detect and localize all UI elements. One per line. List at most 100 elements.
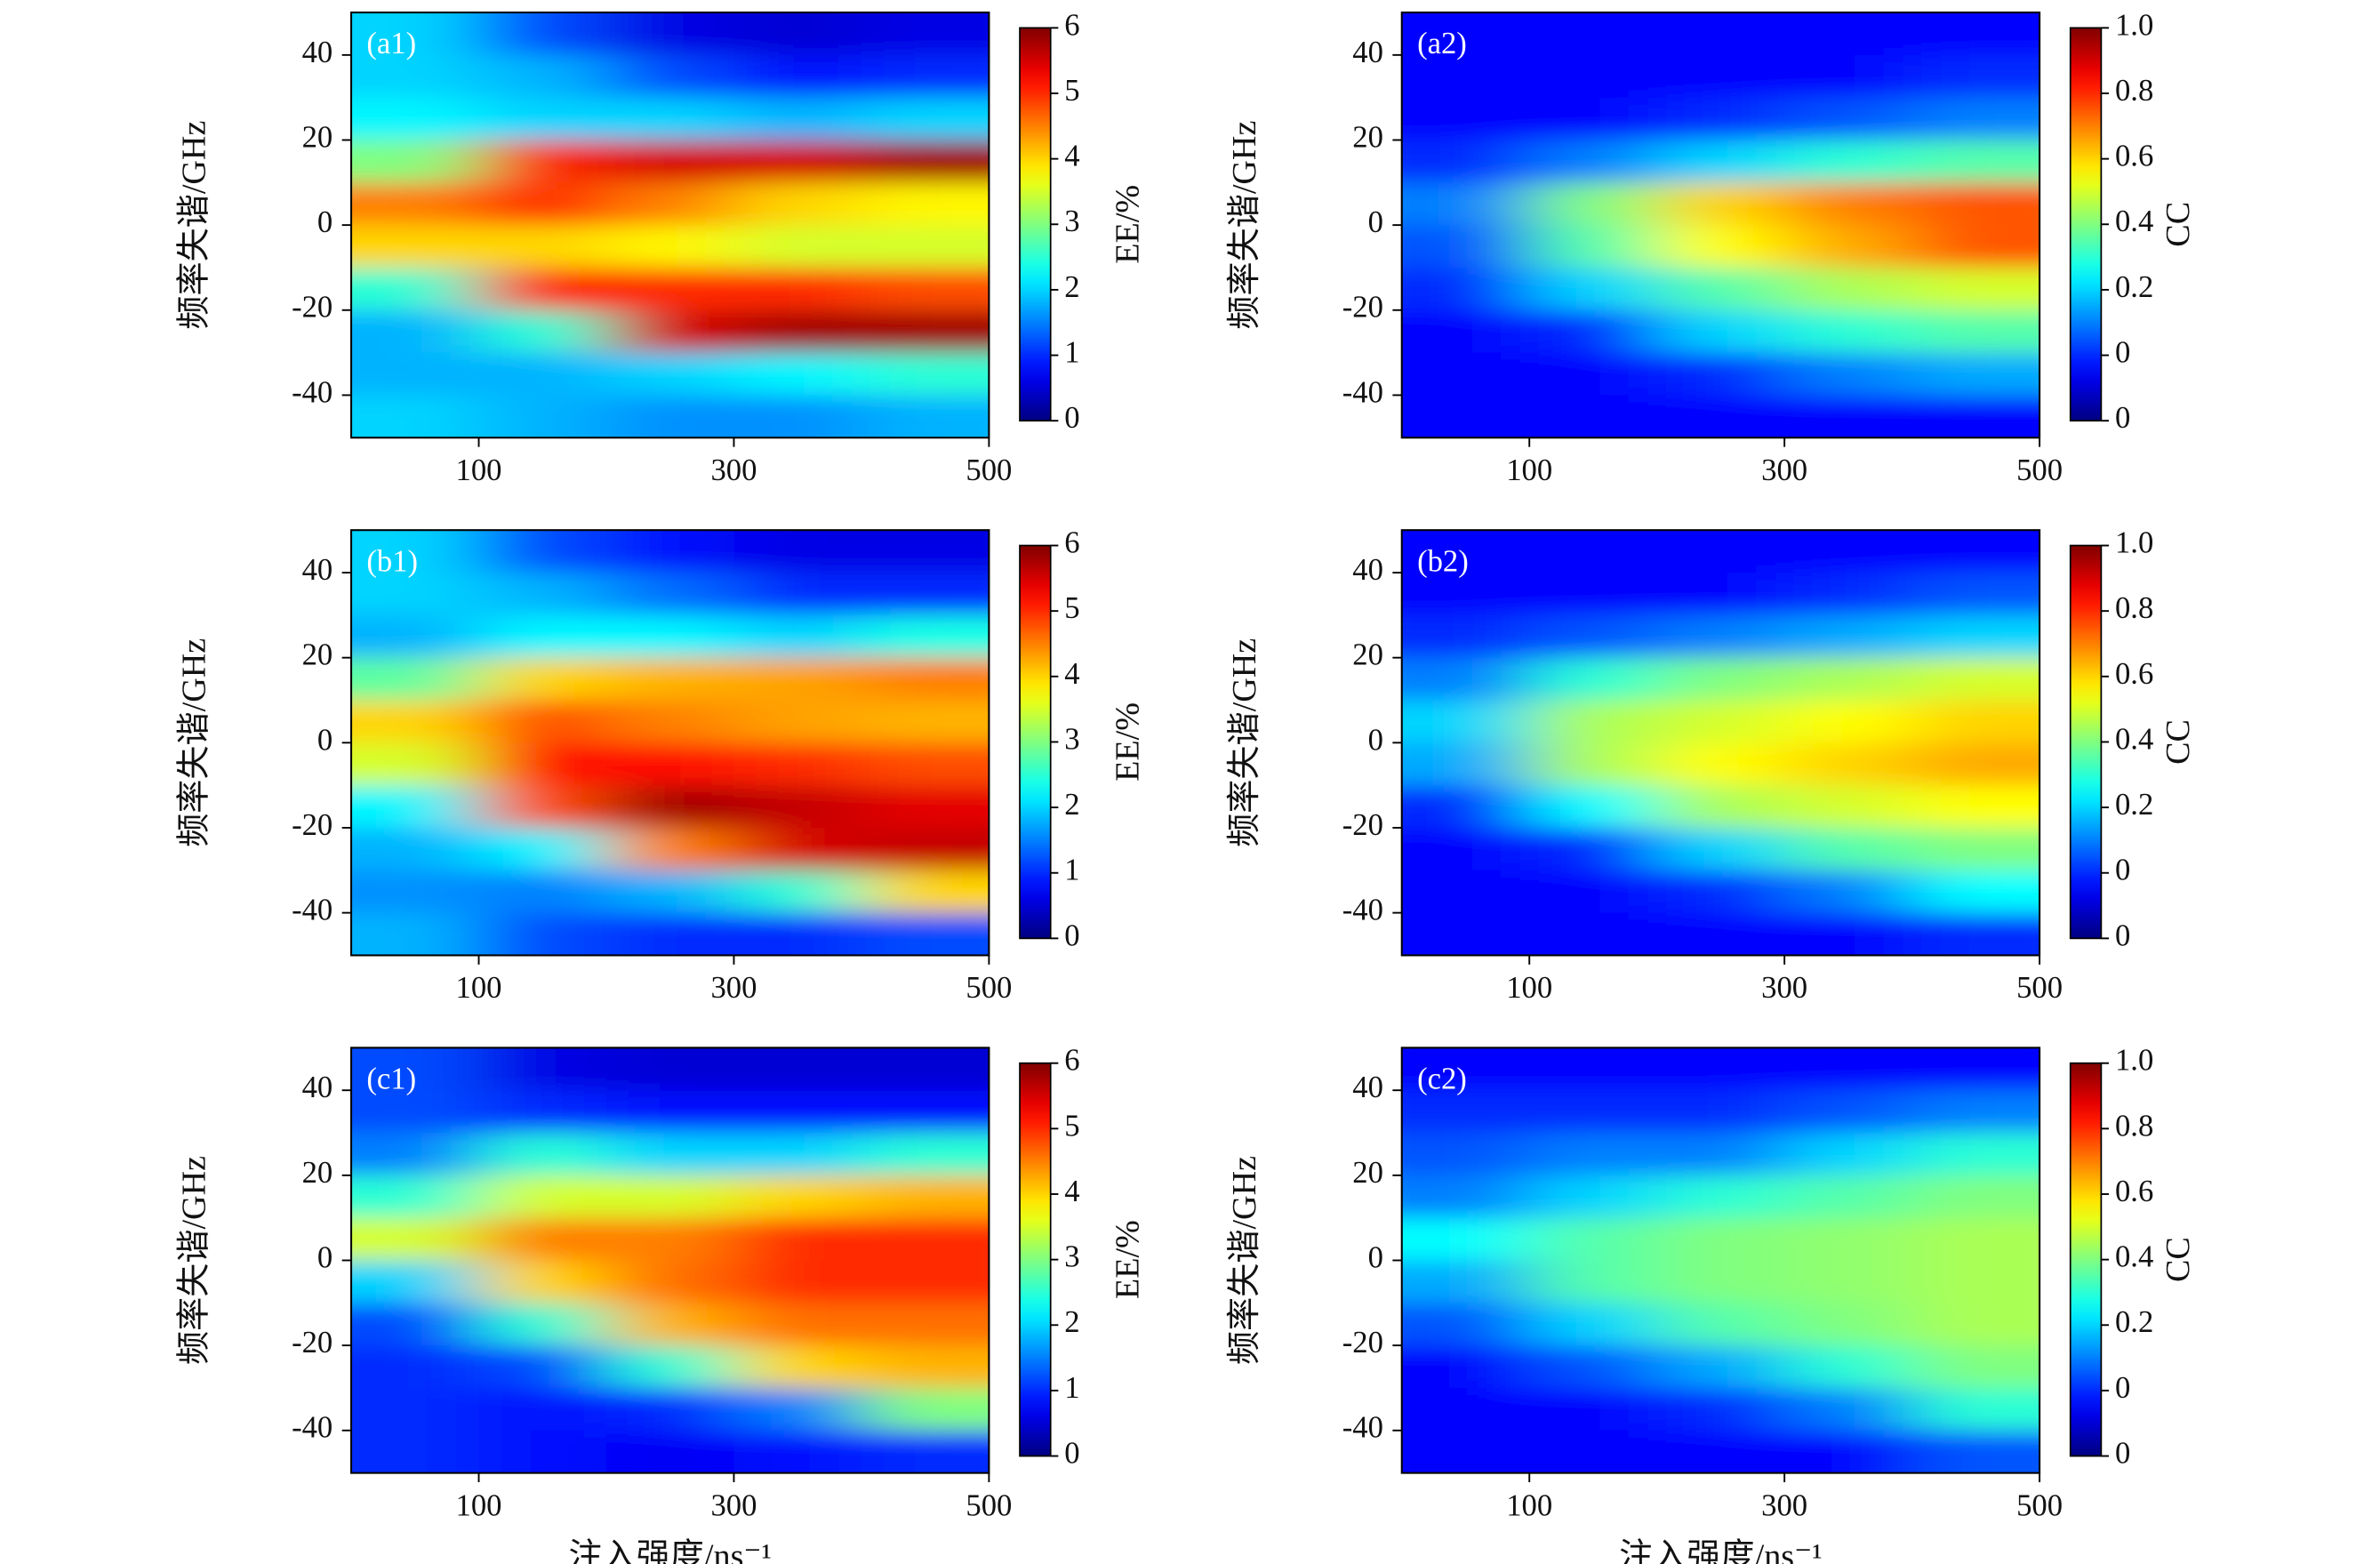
colorbar-tick-label: 6 xyxy=(1064,8,1079,42)
heatmap-cell xyxy=(478,1217,607,1262)
heatmap-cell xyxy=(861,1175,990,1219)
heatmap-cell xyxy=(605,1430,735,1473)
y-axis-label: 频率失谐/GHz xyxy=(1225,121,1263,330)
heatmap-cell xyxy=(861,309,990,354)
heatmap-cell xyxy=(1784,140,1913,184)
heatmap-cell xyxy=(733,614,862,659)
heatmap-cell xyxy=(1911,1217,2040,1262)
heatmap-cell xyxy=(1656,97,1786,141)
heatmap-cell xyxy=(1529,395,1658,438)
colorbar-tick-label: 0.2 xyxy=(2115,1305,2153,1339)
heatmap-cell xyxy=(1784,573,1913,616)
heatmap-cell xyxy=(1656,700,1786,744)
heatmap-cell xyxy=(1784,1303,1913,1347)
colorbar-tick-label: 1.0 xyxy=(2115,525,2153,559)
heatmap-cell xyxy=(351,1345,480,1389)
heatmap-cell xyxy=(861,54,990,99)
heatmap-cell xyxy=(861,785,990,829)
heatmap-cell xyxy=(1784,827,1913,871)
heatmap-cell xyxy=(351,1175,480,1219)
x-tick-label: 100 xyxy=(456,453,502,487)
heatmap-cell xyxy=(351,1430,480,1473)
heatmap-cell xyxy=(1529,870,1658,914)
heatmap-cell xyxy=(605,742,735,787)
heatmap-cell xyxy=(1529,1047,1658,1092)
heatmap xyxy=(1401,12,2040,438)
heatmap-cell xyxy=(351,352,480,397)
heatmap-cell xyxy=(478,1260,607,1304)
heatmap-cell xyxy=(1911,309,2040,354)
colorbar-tick-label: 0 xyxy=(2115,854,2130,887)
heatmap-cell xyxy=(1911,182,2040,227)
heatmap-cell xyxy=(733,530,862,573)
colorbar-tick-label: 6 xyxy=(1064,1044,1079,1078)
heatmap-cell xyxy=(733,140,862,184)
heatmap-cell xyxy=(733,267,862,311)
heatmap-cell xyxy=(1784,1217,1913,1262)
colorbar-tick-label: 0.4 xyxy=(2115,1240,2153,1274)
heatmap-cells xyxy=(1401,530,2040,956)
y-tick-label: -40 xyxy=(292,894,333,927)
y-tick-label: -20 xyxy=(292,291,333,325)
heatmap-cell xyxy=(1401,1345,1531,1389)
heatmap-cell xyxy=(1656,1047,1786,1092)
heatmap-cell xyxy=(1529,1133,1658,1176)
y-tick-label: -40 xyxy=(292,1411,333,1445)
heatmap-cell xyxy=(1656,1175,1786,1219)
heatmap-cell xyxy=(861,1345,990,1389)
heatmap-cell xyxy=(1911,912,2040,956)
colorbar-tick-label: 6 xyxy=(1064,525,1079,559)
heatmap-cell xyxy=(1401,614,1531,659)
x-tick-label: 500 xyxy=(966,453,1012,487)
colorbar-tick-label: 1 xyxy=(1064,854,1079,887)
colorbar-tick-label: 0.8 xyxy=(2115,1109,2153,1143)
y-tick-label: -40 xyxy=(1342,1411,1383,1445)
heatmap-cell xyxy=(1656,742,1786,787)
heatmap-cell xyxy=(1784,1430,1913,1473)
heatmap-cell xyxy=(1529,1430,1658,1473)
y-tick-label: 40 xyxy=(1352,1071,1383,1104)
heatmap-cell xyxy=(605,1175,735,1219)
heatmap-cell xyxy=(733,785,862,829)
heatmap-cell xyxy=(1401,1387,1531,1432)
heatmap-cell xyxy=(478,1387,607,1432)
heatmap-cell xyxy=(861,1047,990,1092)
y-tick-label: 20 xyxy=(1352,638,1383,672)
heatmap-cell xyxy=(1656,1387,1786,1432)
y-tick-label: 0 xyxy=(317,723,333,757)
colorbar-label: EE/% xyxy=(1110,185,1147,264)
heatmap-cell xyxy=(1784,54,1913,99)
heatmap-cell xyxy=(1911,870,2040,914)
heatmap-cell xyxy=(861,97,990,141)
heatmap-cell xyxy=(861,12,990,56)
heatmap-cell xyxy=(478,140,607,184)
heatmap-cell xyxy=(351,1217,480,1262)
heatmap-cell xyxy=(605,573,735,616)
heatmap-cell xyxy=(861,657,990,702)
y-tick-label: 20 xyxy=(302,120,333,154)
heatmap-cell xyxy=(351,182,480,227)
heatmap-cell xyxy=(351,1133,480,1176)
heatmap-cell xyxy=(1529,657,1658,702)
heatmap-cell xyxy=(1784,1387,1913,1432)
heatmap-cell xyxy=(1656,1260,1786,1304)
panel-label: (a2) xyxy=(1417,27,1467,60)
heatmap-cell xyxy=(1529,827,1658,871)
heatmap-cell xyxy=(861,140,990,184)
heatmap-cell xyxy=(1784,12,1913,56)
y-tick-label: -20 xyxy=(1342,808,1383,842)
heatmap-cell xyxy=(351,97,480,141)
heatmap-cell xyxy=(861,700,990,744)
colorbar-tick-label: 0 xyxy=(2115,401,2130,435)
heatmap-cell xyxy=(733,912,862,956)
x-tick-label: 300 xyxy=(1761,1488,1807,1522)
heatmap-cell xyxy=(733,12,862,56)
heatmap-cell xyxy=(1911,12,2040,56)
heatmap-cell xyxy=(1911,1345,2040,1389)
colorbar-tick-label: 0.2 xyxy=(2115,788,2153,822)
heatmap-cell xyxy=(605,140,735,184)
colorbar-label: EE/% xyxy=(1110,702,1147,782)
heatmap-cell xyxy=(351,395,480,438)
heatmap-cell xyxy=(1401,530,1531,573)
